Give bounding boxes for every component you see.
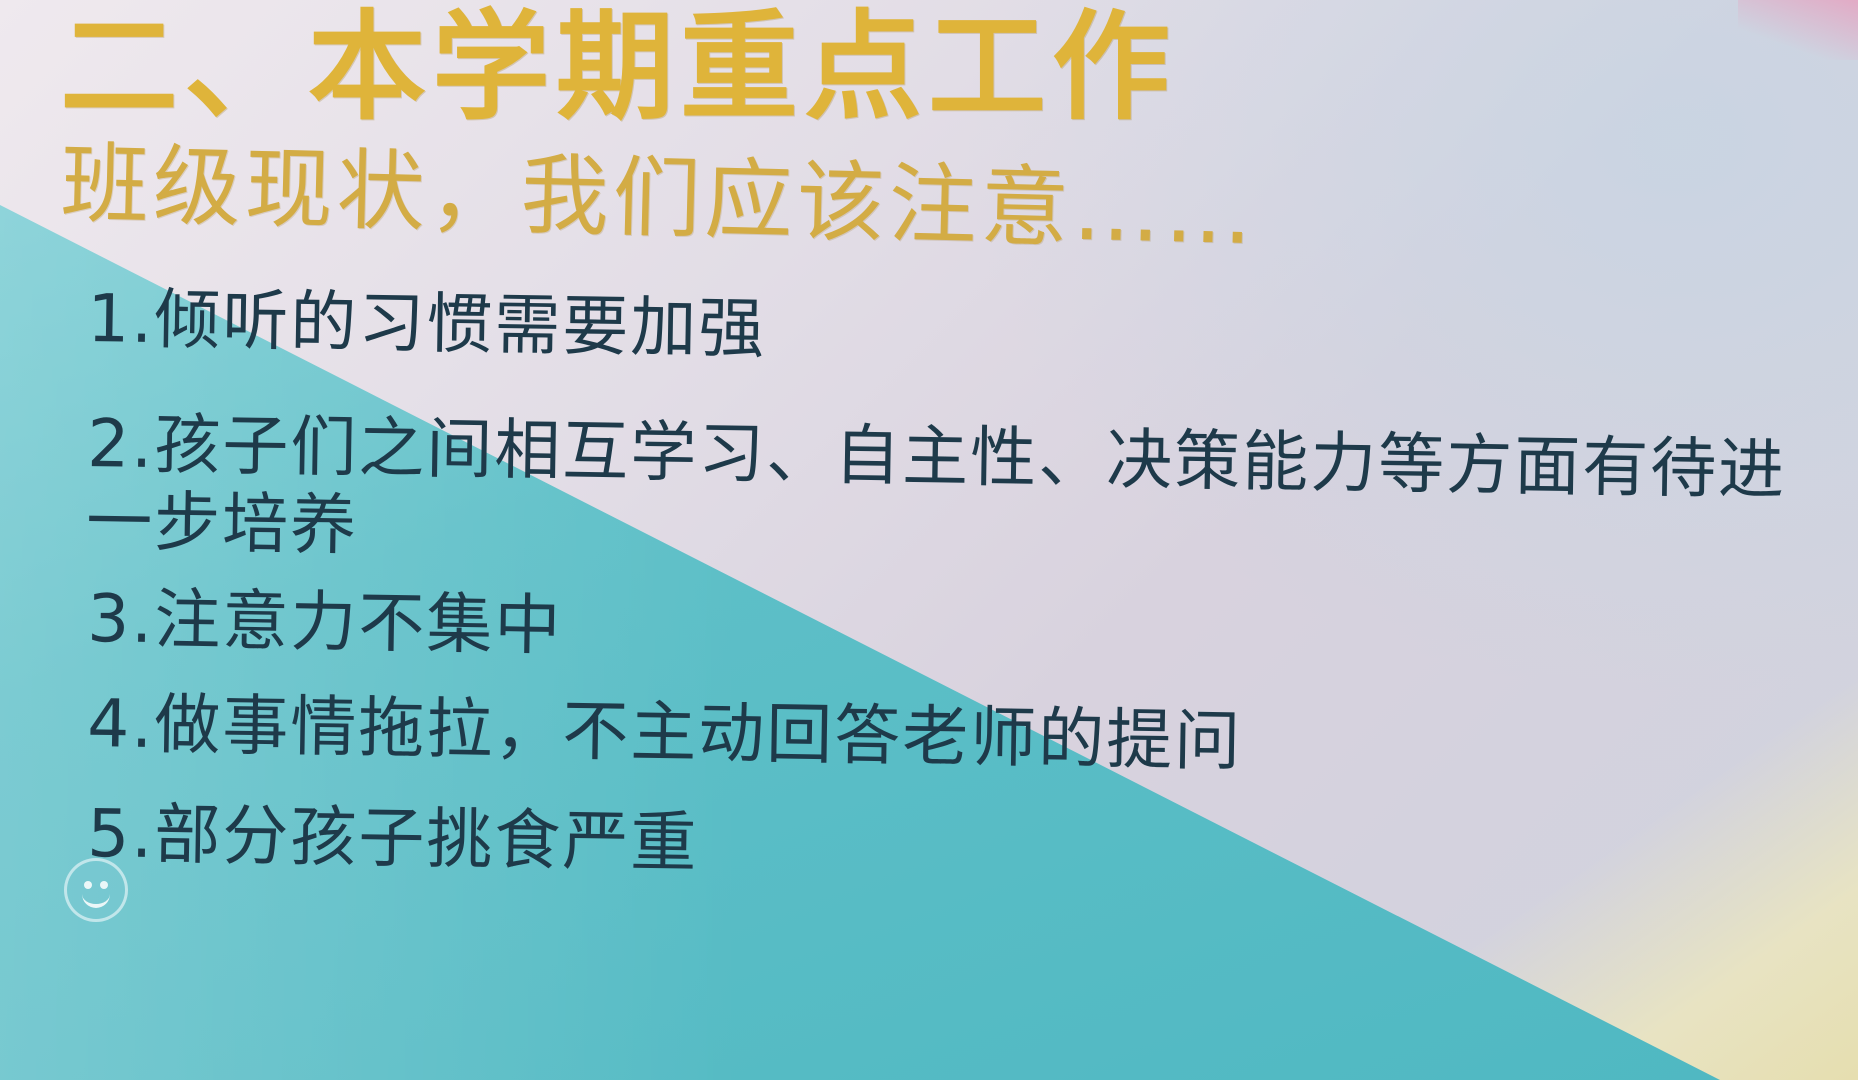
smiley-face-icon[interactable] [64,858,128,922]
smiley-eye-left [84,881,92,889]
list-item: 3.注意力不集中 [86,580,563,665]
list-item: 1.倾听的习惯需要加强 [86,280,767,368]
list-item: 5.部分孩子挑食严重 [86,795,699,882]
slide-heading: 二、本学期重点工作 [60,0,1177,136]
list-item: 2.孩子们之间相互学习、自主性、决策能力等方面有待进一步培养 [85,405,1787,565]
smiley-mouth [82,888,110,908]
smiley-eye-right [100,881,108,889]
background-pink-corner [1738,0,1858,60]
